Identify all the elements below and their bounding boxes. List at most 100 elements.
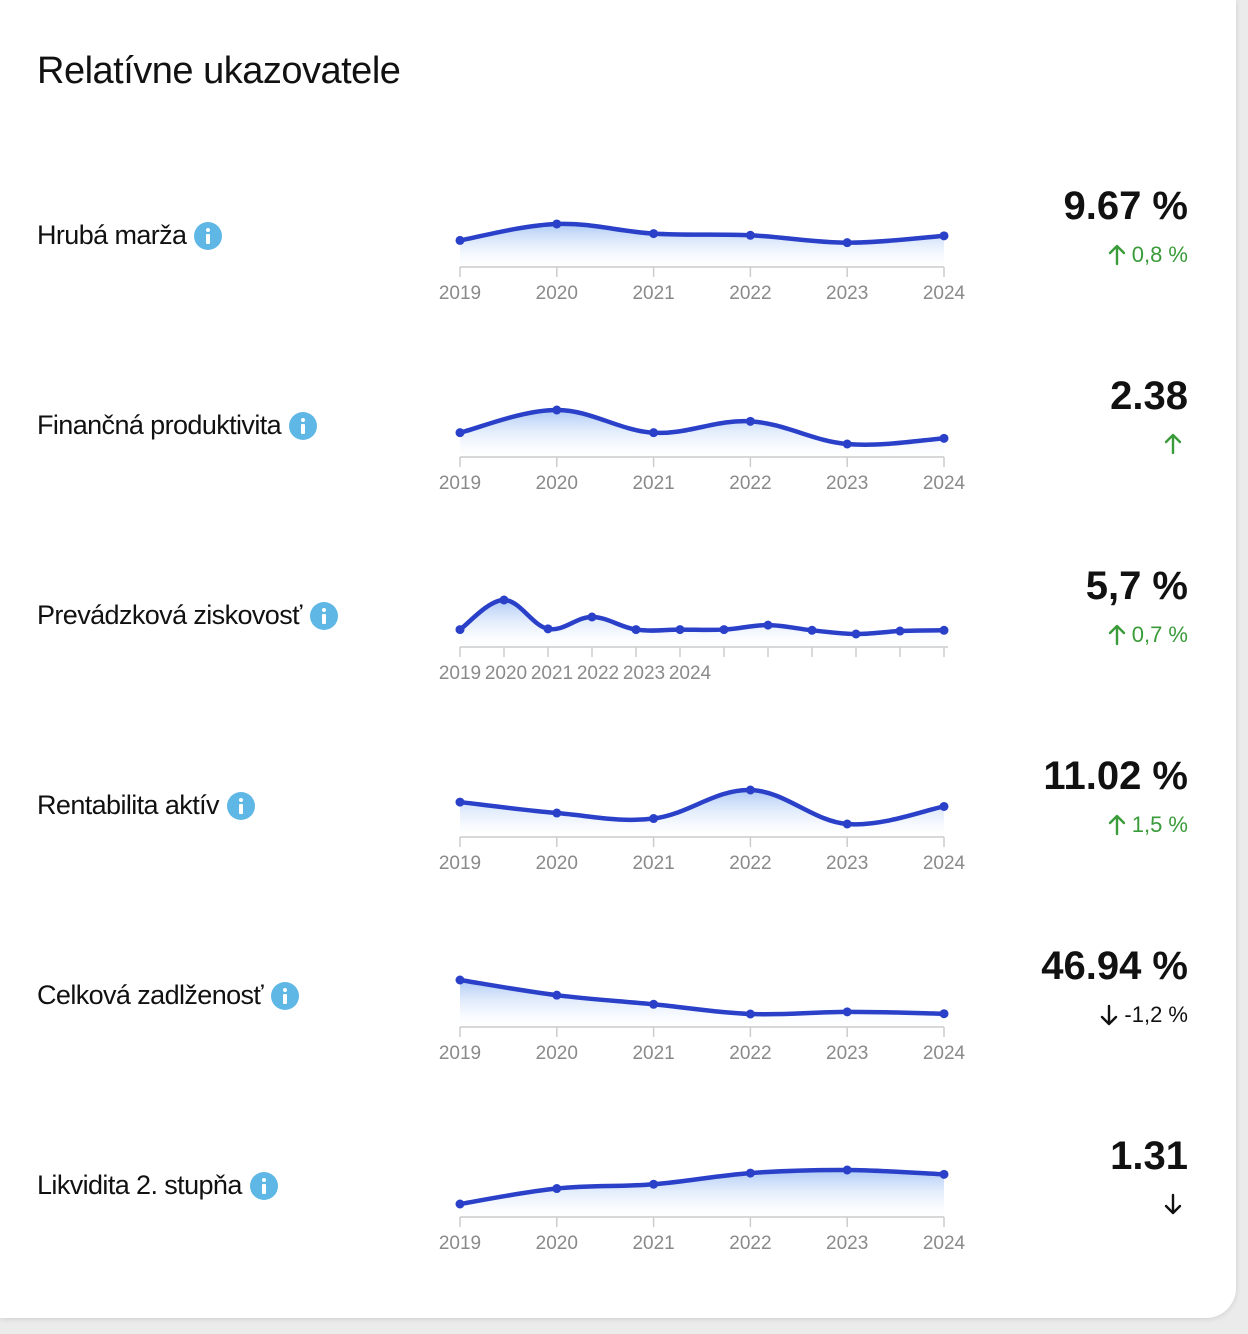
data-point[interactable] bbox=[455, 235, 465, 245]
data-point[interactable] bbox=[455, 428, 465, 438]
metric-label: Finančná produktivita bbox=[37, 410, 318, 441]
metric-value: 1.31 bbox=[1110, 1134, 1188, 1178]
data-point[interactable] bbox=[649, 999, 659, 1009]
data-point[interactable] bbox=[552, 808, 562, 818]
relative-indicators-card: Relatívne ukazovatele Hrubá marža 2019 20… bbox=[0, 0, 1236, 1318]
sparkline-chart: 2019 2020 2021 2022 2023 2024 bbox=[439, 595, 949, 684]
data-point[interactable] bbox=[499, 595, 509, 605]
data-point[interactable] bbox=[552, 990, 562, 1000]
info-icon[interactable] bbox=[289, 411, 318, 440]
metric-row-quick-liquidity: Likvidita 2. stupňa 2019 2020 2021 2022 2023… bbox=[0, 1090, 1236, 1280]
data-point[interactable] bbox=[745, 1009, 755, 1019]
sparkline-chart: 2019 2020 2021 2022 2023 2024 bbox=[439, 975, 966, 1064]
metric-row-total-indebtedness: Celková zadlženosť 2019 2020 2021 2022 2023 2… bbox=[0, 900, 1236, 1090]
data-point[interactable] bbox=[895, 626, 905, 636]
metric-change: 0,8 % bbox=[1106, 242, 1188, 268]
data-point[interactable] bbox=[552, 219, 562, 229]
sparkline-chart: 2019 2020 2021 2022 2023 2024 bbox=[439, 785, 966, 874]
arrow-up-icon bbox=[1106, 813, 1128, 837]
data-point[interactable] bbox=[719, 625, 729, 635]
sparkline-chart: 2019 2020 2021 2022 2023 2024 bbox=[439, 219, 966, 304]
x-tick-label: 2020 bbox=[536, 283, 578, 304]
data-point[interactable] bbox=[939, 1169, 949, 1179]
series-line bbox=[457, 787, 947, 827]
metric-row-gross-margin: Hrubá marža 2019 2020 2021 2022 2023 2024 9.6… bbox=[0, 140, 1236, 330]
data-point[interactable] bbox=[842, 439, 852, 449]
metric-name: Celková zadlženosť bbox=[37, 980, 264, 1010]
arrow-up-icon bbox=[1162, 432, 1184, 456]
x-tick-label: 2024 bbox=[923, 1233, 966, 1254]
data-point[interactable] bbox=[455, 975, 465, 985]
area-fill bbox=[460, 223, 944, 267]
x-tick-label: 2020 bbox=[485, 663, 527, 684]
data-point[interactable] bbox=[745, 785, 755, 795]
data-point[interactable] bbox=[675, 625, 685, 635]
metric-row-financial-productivity: Finančná produktivita 2019 2020 2021 2022 20… bbox=[0, 330, 1236, 520]
data-point[interactable] bbox=[552, 405, 562, 415]
info-icon[interactable] bbox=[194, 221, 223, 250]
metric-value: 46.94 % bbox=[1041, 944, 1188, 988]
x-tick-label: 2024 bbox=[923, 853, 966, 874]
data-point[interactable] bbox=[745, 1168, 755, 1178]
x-tick-label: 2023 bbox=[826, 1233, 868, 1254]
change-text: -1,2 % bbox=[1124, 1002, 1188, 1027]
change-text: 0,7 % bbox=[1131, 622, 1188, 647]
data-point[interactable] bbox=[807, 625, 817, 635]
data-point[interactable] bbox=[763, 620, 773, 630]
series-line bbox=[457, 1167, 947, 1207]
x-tick-label: 2019 bbox=[439, 663, 481, 684]
data-point[interactable] bbox=[745, 230, 755, 240]
metric-label: Rentabilita aktív bbox=[37, 790, 255, 821]
data-point[interactable] bbox=[939, 231, 949, 241]
data-point[interactable] bbox=[842, 1165, 852, 1175]
data-point[interactable] bbox=[649, 229, 659, 239]
metric-row-return-on-assets: Rentabilita aktív 2019 2020 2021 2022 2023 20… bbox=[0, 710, 1236, 900]
metric-name: Prevádzková ziskovosť bbox=[37, 600, 302, 630]
data-point[interactable] bbox=[587, 612, 597, 622]
metric-change bbox=[1162, 432, 1188, 456]
sparkline-chart: 2019 2020 2021 2022 2023 2024 bbox=[439, 405, 966, 494]
info-icon[interactable] bbox=[270, 981, 299, 1010]
x-tick-label: 2021 bbox=[632, 283, 674, 304]
data-point[interactable] bbox=[842, 819, 852, 829]
data-point[interactable] bbox=[631, 625, 641, 635]
x-tick-label: 2021 bbox=[531, 663, 573, 684]
x-tick-label: 2024 bbox=[669, 663, 712, 684]
x-tick-label: 2019 bbox=[439, 283, 481, 304]
info-icon[interactable] bbox=[309, 601, 338, 630]
data-point[interactable] bbox=[939, 1009, 949, 1019]
data-point[interactable] bbox=[745, 416, 755, 426]
arrow-down-icon bbox=[1098, 1003, 1120, 1027]
data-point[interactable] bbox=[649, 428, 659, 438]
data-point[interactable] bbox=[842, 1007, 852, 1017]
data-point[interactable] bbox=[842, 238, 852, 248]
data-point[interactable] bbox=[455, 797, 465, 807]
metric-value: 5,7 % bbox=[1085, 564, 1188, 608]
data-point[interactable] bbox=[649, 814, 659, 824]
data-point[interactable] bbox=[939, 625, 949, 635]
area-fill bbox=[460, 1169, 944, 1217]
info-icon[interactable] bbox=[249, 1171, 278, 1200]
x-tick-label: 2021 bbox=[632, 473, 674, 494]
metric-row-operating-profitability: Prevádzková ziskovosť 2019 2020 2021 2022 20… bbox=[0, 520, 1236, 710]
x-tick-label: 2021 bbox=[632, 853, 674, 874]
x-tick-label: 2020 bbox=[536, 473, 578, 494]
data-point[interactable] bbox=[543, 624, 553, 634]
metric-name: Rentabilita aktív bbox=[37, 790, 220, 820]
metric-label: Prevádzková ziskovosť bbox=[37, 600, 338, 631]
data-point[interactable] bbox=[455, 625, 465, 635]
data-point[interactable] bbox=[552, 1184, 562, 1194]
x-tick-label: 2019 bbox=[439, 853, 481, 874]
x-tick-label: 2019 bbox=[439, 1043, 481, 1064]
x-tick-label: 2022 bbox=[729, 1043, 771, 1064]
arrow-down-icon bbox=[1162, 1192, 1184, 1216]
metric-label: Likvidita 2. stupňa bbox=[37, 1170, 278, 1201]
info-icon[interactable] bbox=[226, 791, 255, 820]
x-tick-label: 2022 bbox=[729, 853, 771, 874]
data-point[interactable] bbox=[649, 1179, 659, 1189]
data-point[interactable] bbox=[455, 1199, 465, 1209]
data-point[interactable] bbox=[939, 801, 949, 811]
data-point[interactable] bbox=[851, 629, 861, 639]
metric-name: Hrubá marža bbox=[37, 220, 187, 250]
data-point[interactable] bbox=[939, 433, 949, 443]
